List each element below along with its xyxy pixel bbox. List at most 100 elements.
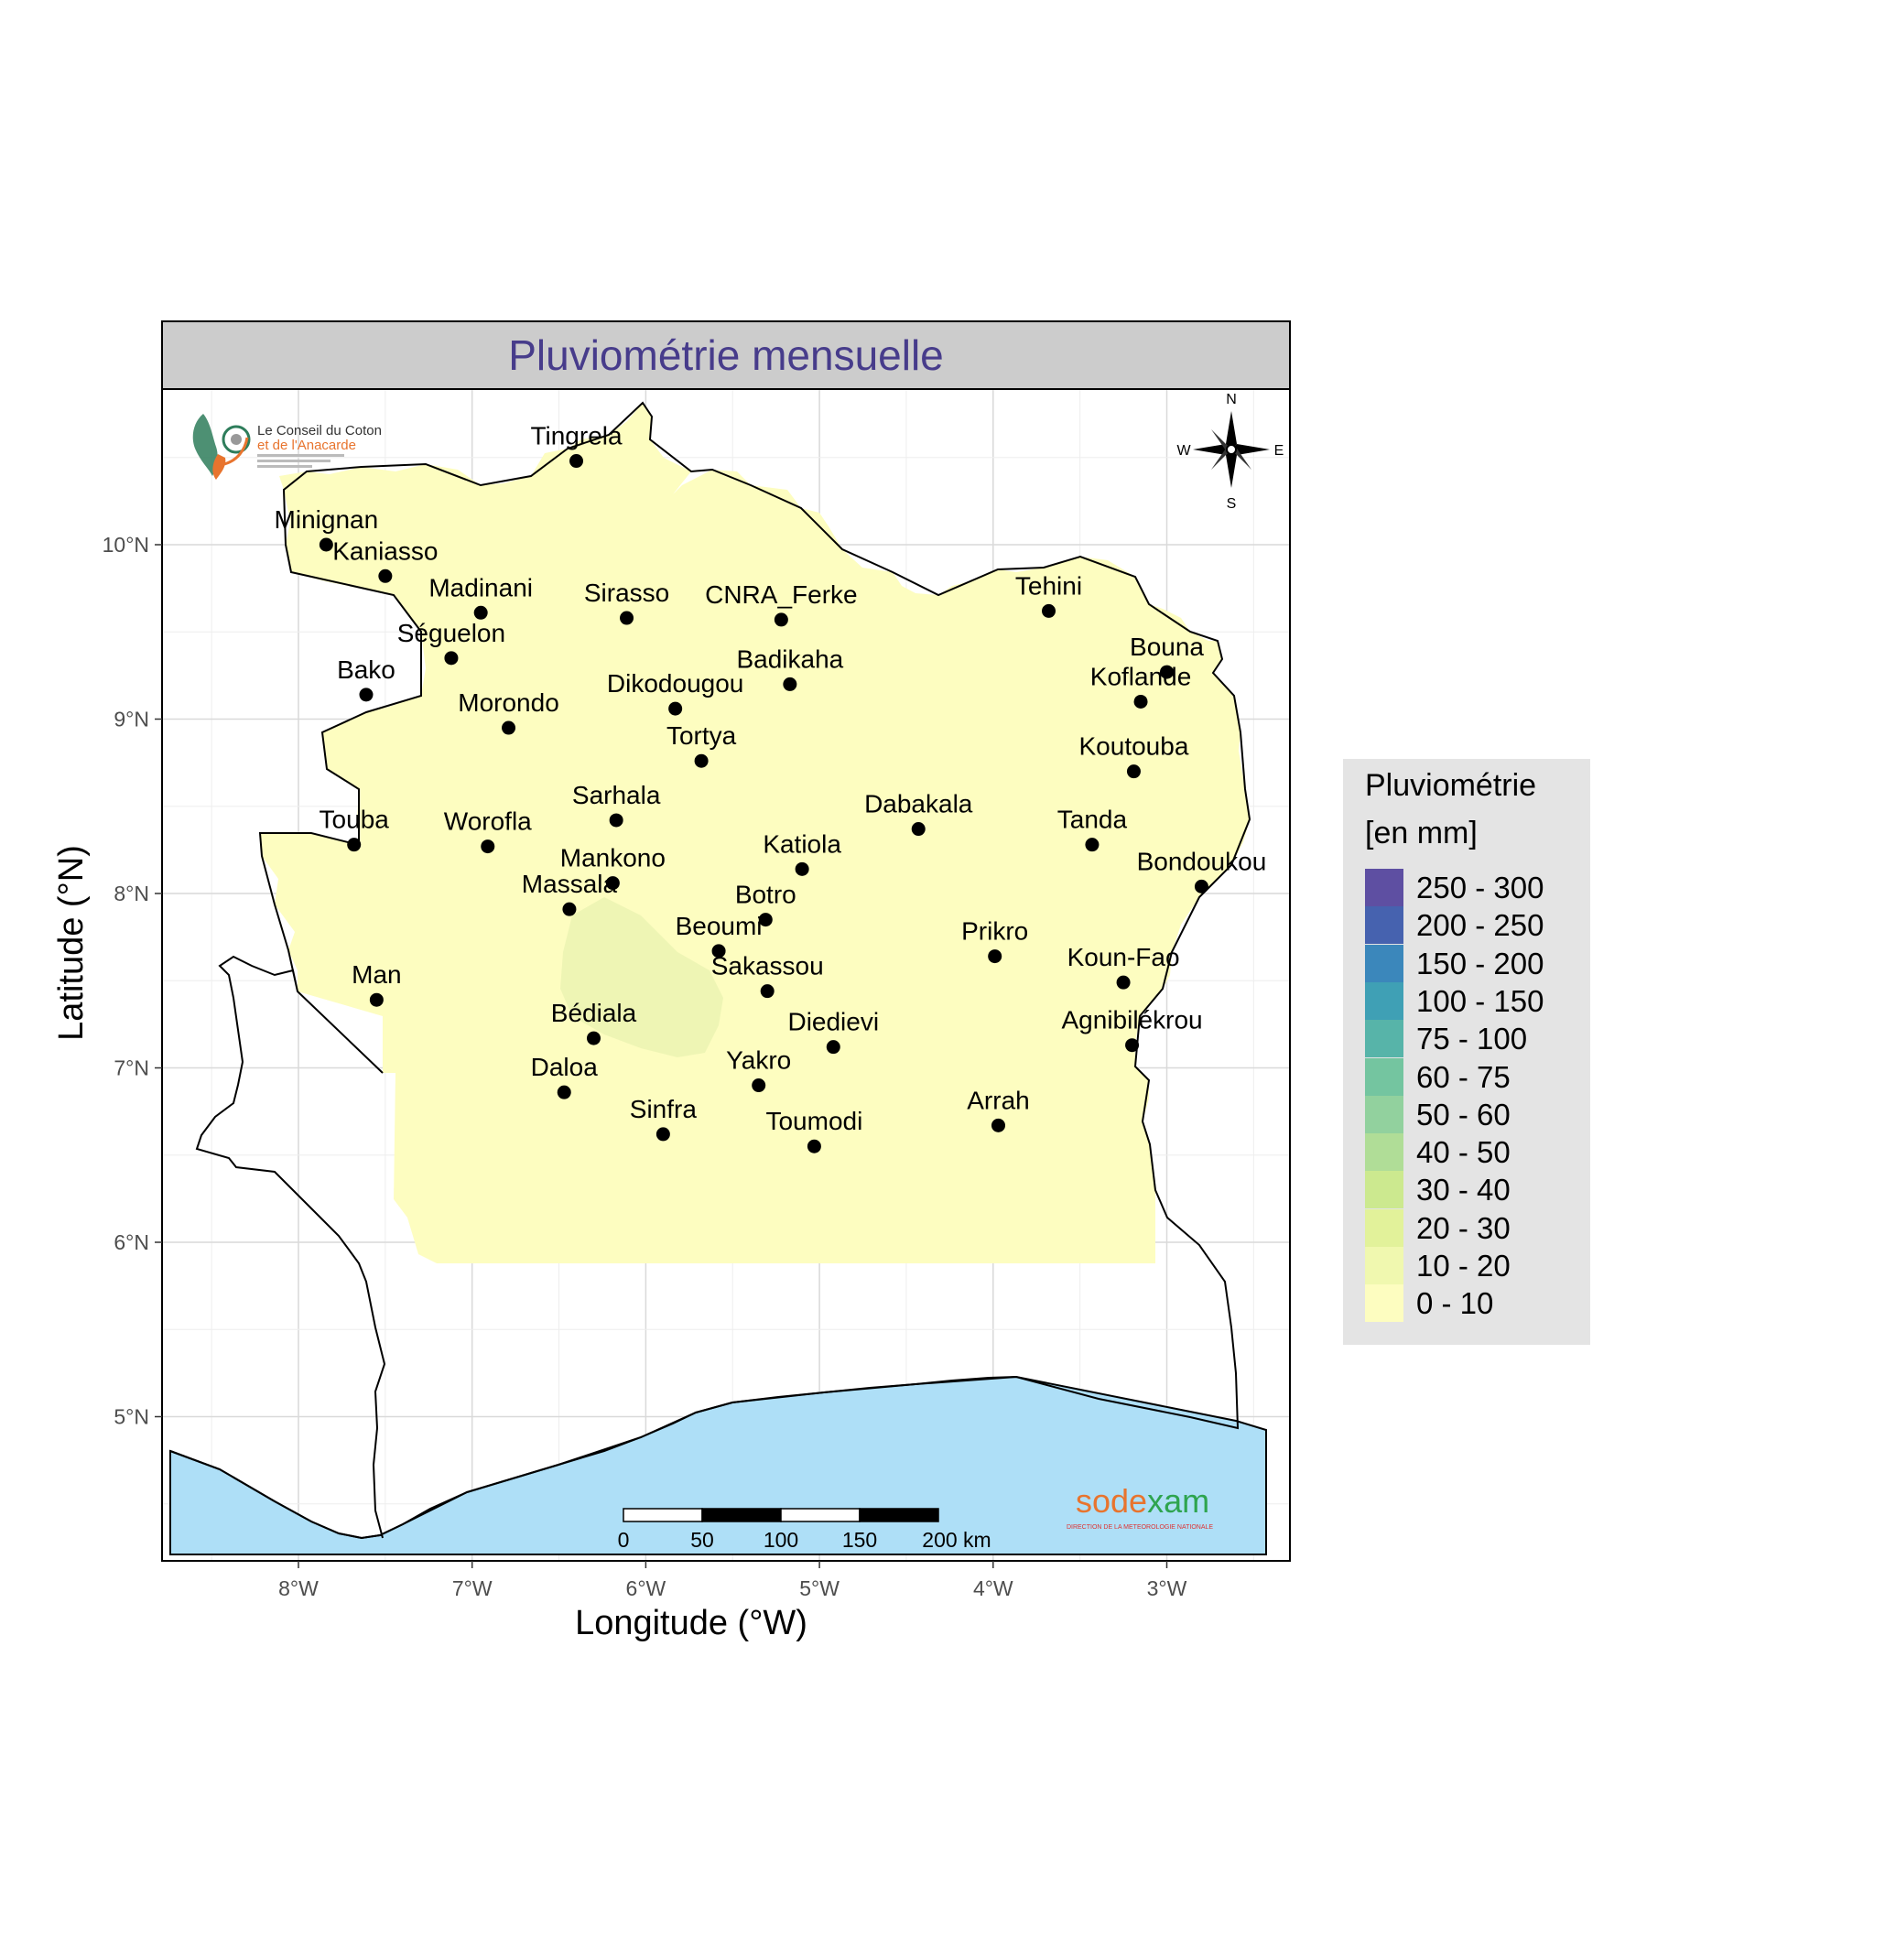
station-label: Bondoukou — [1137, 847, 1267, 875]
compass-s: S — [1227, 496, 1237, 512]
scale-segment — [623, 1508, 703, 1522]
y-tick-label: 8°N — [114, 882, 149, 905]
station-point — [1194, 879, 1208, 893]
station-point — [988, 949, 1002, 964]
station-label: Sakassou — [711, 952, 824, 980]
station-label: Prikro — [961, 917, 1028, 946]
legend-item: 100 - 150 — [1365, 981, 1585, 1020]
station-point — [586, 1031, 601, 1045]
scale-label-0: 0 — [618, 1528, 630, 1552]
station-label: CNRA_Ferke — [705, 580, 857, 609]
scale-label-200: 200 km — [922, 1528, 991, 1552]
station-label: Mankono — [560, 844, 666, 872]
legend-swatch — [1365, 1133, 1403, 1172]
legend-item: 75 - 100 — [1365, 1020, 1585, 1058]
legend-swatch — [1365, 981, 1403, 1020]
station-point — [668, 701, 683, 716]
legend-swatch — [1365, 1057, 1403, 1096]
x-tick-label: 8°W — [278, 1576, 319, 1600]
station-label: Botro — [735, 881, 796, 909]
station-label: Séguelon — [397, 619, 505, 647]
legend-swatch — [1365, 869, 1403, 906]
sodexam-logo: sodexam DIRECTION DE LA METEOROLOGIE NAT… — [1067, 1482, 1213, 1531]
legend-swatch — [1365, 1020, 1403, 1058]
compass-rose: N S E W — [1176, 392, 1284, 512]
legend-swatch — [1365, 944, 1403, 982]
rainfall-patch — [560, 897, 723, 1057]
legend-swatch — [1365, 1171, 1403, 1209]
svg-text:sodexam: sodexam — [1076, 1482, 1209, 1520]
station-point — [911, 822, 926, 837]
y-tick-label: 6°N — [114, 1230, 149, 1254]
legend-item: 20 - 30 — [1365, 1208, 1585, 1247]
station-point — [502, 720, 516, 735]
compass-n: N — [1226, 392, 1237, 407]
station-point — [473, 605, 488, 620]
station-label: Sinfra — [630, 1095, 698, 1123]
country-boundary — [169, 401, 1251, 1540]
legend-item: 40 - 50 — [1365, 1133, 1585, 1172]
station-point — [562, 902, 577, 916]
legend-label: 150 - 200 — [1416, 946, 1544, 980]
legend-label: 0 - 10 — [1416, 1286, 1494, 1321]
compass-arrow-north — [1226, 411, 1237, 449]
legend-label: 200 - 250 — [1416, 908, 1544, 943]
station-label: Bédiala — [551, 999, 637, 1027]
y-tick-label: 9°N — [114, 708, 149, 731]
station-label: Man — [352, 960, 401, 989]
station-label: Worofla — [444, 807, 532, 836]
station-point — [481, 839, 495, 854]
sodexam-logo-sub: DIRECTION DE LA METEOROLOGIE NATIONALE — [1067, 1524, 1213, 1531]
station-label: Arrah — [967, 1086, 1029, 1114]
station-label: Dabakala — [864, 790, 973, 818]
compass-w: W — [1176, 443, 1191, 459]
compass-arrow-west — [1193, 444, 1231, 455]
station-label: Kaniasso — [332, 536, 438, 565]
legend-swatch — [1365, 1095, 1403, 1133]
legend-swatch — [1365, 906, 1403, 945]
station-label: Koun-Fao — [1067, 943, 1180, 971]
panel-border — [161, 388, 1291, 1562]
y-axis-label: Latitude (°N) — [52, 845, 91, 1041]
legend-item: 10 - 20 — [1365, 1247, 1585, 1284]
station-point — [795, 861, 809, 876]
station-point — [783, 677, 797, 691]
sodexam-logo-x: x — [1147, 1482, 1164, 1520]
station-label: Tingrela — [530, 422, 623, 450]
scale-label-100: 100 — [764, 1528, 798, 1552]
y-tick-label: 7°N — [114, 1056, 149, 1080]
compass-e: E — [1274, 443, 1284, 459]
legend-title-line1: Pluviométrie — [1365, 768, 1537, 803]
station-point — [1085, 838, 1100, 852]
station-point — [1133, 694, 1148, 709]
station-point — [694, 753, 709, 768]
station-point — [826, 1040, 840, 1055]
scale-label-50: 50 — [690, 1528, 714, 1552]
coton-anacarde-logo: Le Conseil du Coton et de l'Anacarde — [192, 414, 382, 480]
legend-label: 60 - 75 — [1416, 1059, 1511, 1094]
legend-swatch — [1365, 1284, 1403, 1323]
legend-label: 50 - 60 — [1416, 1097, 1511, 1132]
scale-label-150: 150 — [842, 1528, 877, 1552]
station-label: Sarhala — [572, 781, 661, 809]
station-point — [605, 876, 620, 891]
station-point — [1125, 1038, 1140, 1053]
station-point — [760, 984, 775, 999]
station-point — [1116, 975, 1131, 990]
coton-logo-line2: et de l'Anacarde — [257, 438, 356, 453]
legend-item: 60 - 75 — [1365, 1057, 1585, 1096]
legend-item: 0 - 10 — [1365, 1284, 1585, 1323]
station-point — [609, 813, 623, 828]
legend-swatch — [1365, 1208, 1403, 1247]
station-point — [758, 913, 773, 927]
scale-segment — [701, 1508, 782, 1522]
x-tick-label: 4°W — [973, 1576, 1013, 1600]
station-point — [569, 454, 584, 469]
coton-logo-line1: Le Conseil du Coton — [257, 423, 382, 439]
legend-item: 30 - 40 — [1365, 1171, 1585, 1209]
station-label: Agnibilékrou — [1062, 1006, 1203, 1034]
station-point — [557, 1085, 571, 1099]
station-label: Dikodougou — [607, 669, 743, 698]
axis-ticks: 8°W 7°W 6°W 5°W 4°W 3°W 10°N 9°N 8°N 7°N 6°N 5°N — [103, 533, 1187, 1600]
